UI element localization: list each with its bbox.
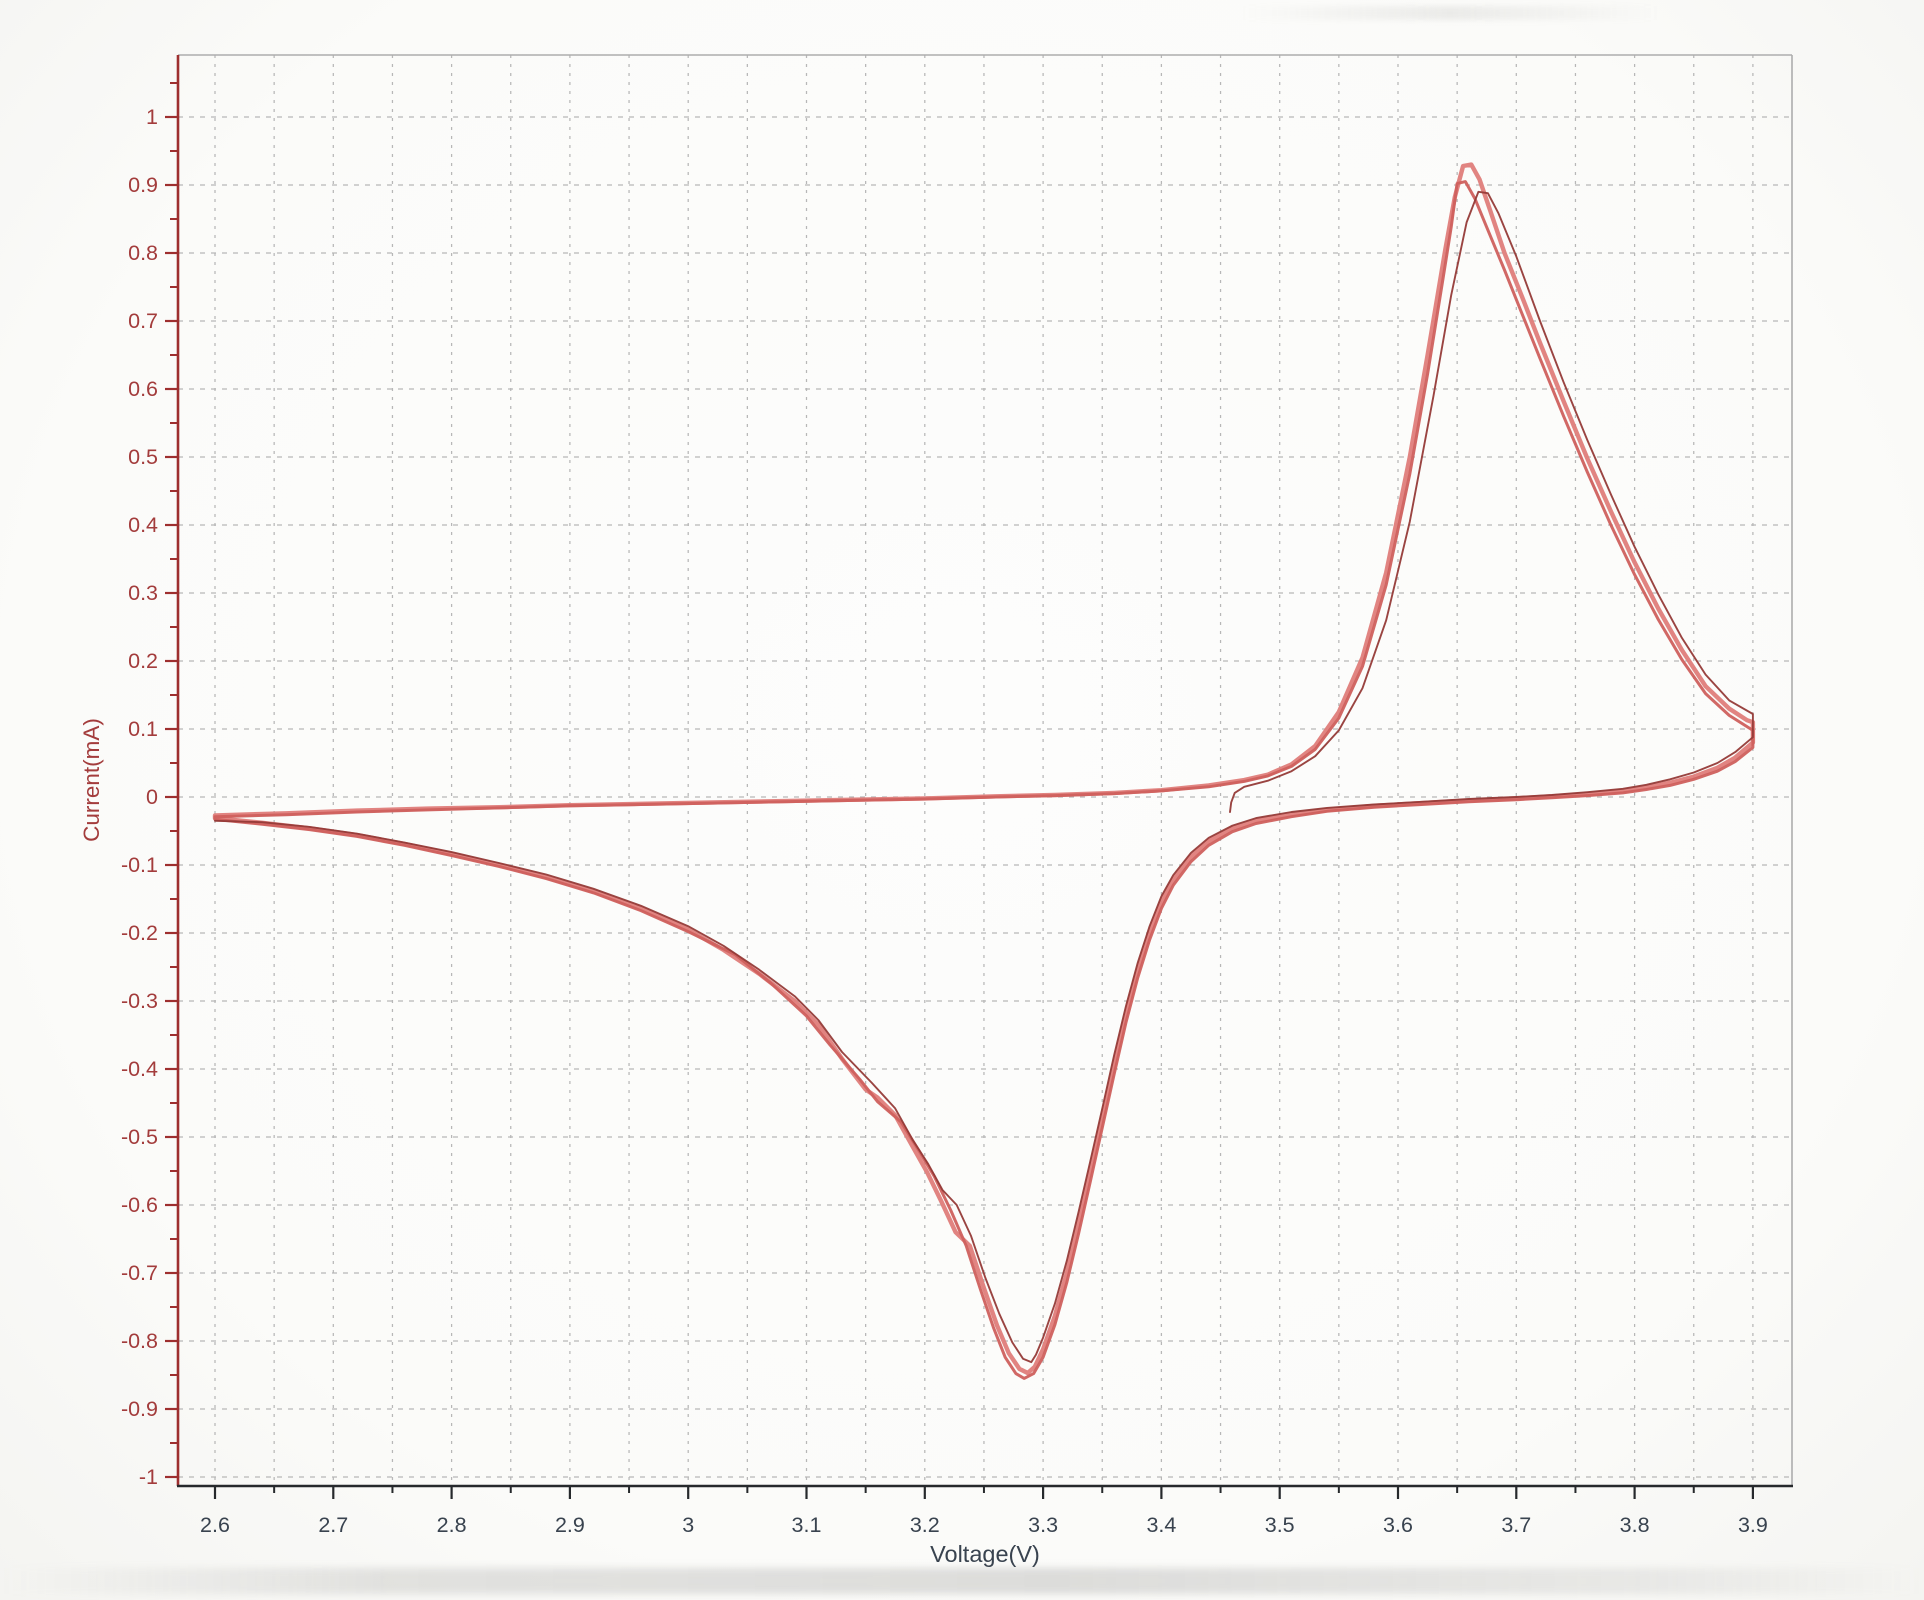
y-tick-label: 0.8 <box>128 241 158 265</box>
plot-frame <box>176 54 1793 1488</box>
y-tick-label: 0.1 <box>128 717 158 741</box>
y-tick-label: 0.4 <box>128 513 158 537</box>
y-tick-label: -1 <box>139 1465 158 1489</box>
x-tick-label: 2.8 <box>437 1513 467 1537</box>
x-tick-label: 3.5 <box>1265 1513 1295 1537</box>
x-tick-label: 3.9 <box>1738 1513 1768 1537</box>
x-tick-label: 3.4 <box>1146 1513 1176 1537</box>
x-tick-label: 2.9 <box>555 1513 585 1537</box>
y-tick-label: 0.7 <box>128 309 158 333</box>
x-tick-label: 2.7 <box>318 1513 348 1537</box>
cv-curves <box>212 162 1756 1380</box>
y-tick-label: 0 <box>146 785 158 809</box>
x-tick-label: 3.3 <box>1028 1513 1058 1537</box>
x-tick-label: 3.6 <box>1383 1513 1413 1537</box>
y-tick-label: 0.2 <box>128 649 158 673</box>
axis-ticks <box>165 82 1755 1499</box>
y-tick-label: -0.8 <box>121 1329 158 1353</box>
y-tick-label: -0.4 <box>121 1057 158 1081</box>
photo-artifact-bottom-smudge <box>0 1568 1924 1594</box>
x-tick-label: 3.8 <box>1620 1513 1650 1537</box>
y-tick-label: 0.6 <box>128 377 158 401</box>
cv-curve-cycle-3 <box>213 180 1755 1380</box>
y-tick-label: -0.1 <box>121 853 158 877</box>
y-tick-label: 1 <box>146 105 158 129</box>
cv-curve-cycle-1 <box>214 190 1754 1364</box>
y-tick-label: -0.9 <box>121 1397 158 1421</box>
tick-labels: 2.6 2.7 2.8 2.9 3 3.1 3.2 3.3 3.4 3.5 3.6 3.7 3.8 3.9… <box>121 105 1768 1537</box>
y-axis-title: Current(mA) <box>79 718 104 842</box>
y-tick-label: -0.3 <box>121 989 158 1013</box>
y-tick-label: -0.7 <box>121 1261 158 1285</box>
y-tick-label: -0.5 <box>121 1125 158 1149</box>
y-tick-label: -0.2 <box>121 921 158 945</box>
photo-artifact-top-smudge <box>1240 6 1660 20</box>
x-tick-label: 3.1 <box>792 1513 822 1537</box>
x-tick-label: 3.2 <box>910 1513 940 1537</box>
x-tick-label: 3.7 <box>1501 1513 1531 1537</box>
x-axis-title: Voltage(V) <box>930 1541 1040 1567</box>
y-tick-label: 0.9 <box>128 173 158 197</box>
x-tick-label: 3 <box>682 1513 694 1537</box>
y-tick-label: 0.5 <box>128 445 158 469</box>
gridlines <box>178 55 1792 1486</box>
y-tick-label: 0.3 <box>128 581 158 605</box>
y-tick-label: -0.6 <box>121 1193 158 1217</box>
x-tick-label: 2.6 <box>200 1513 230 1537</box>
